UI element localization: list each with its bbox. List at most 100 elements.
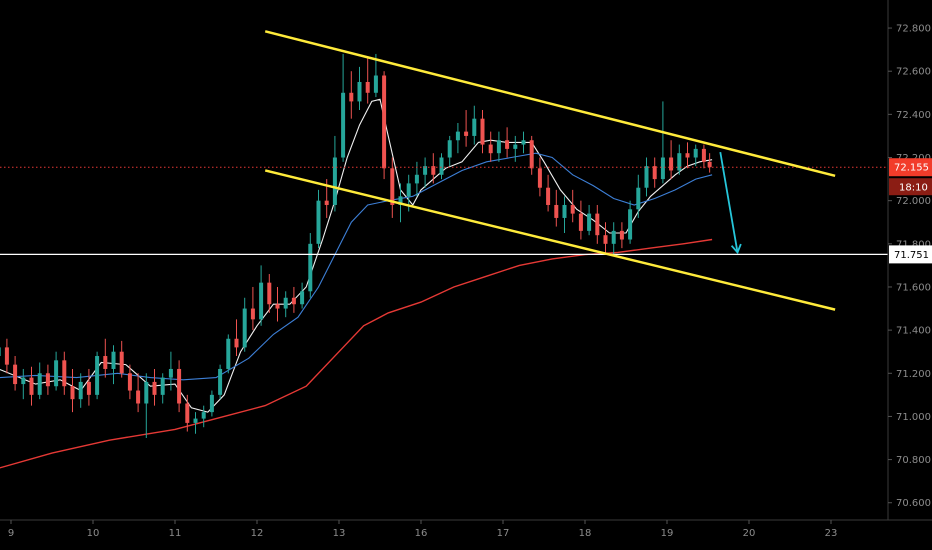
candle <box>86 368 91 406</box>
candle-body <box>439 157 444 175</box>
candle-body <box>95 356 100 395</box>
candle-body <box>218 368 223 395</box>
candle <box>21 368 26 400</box>
candle-body <box>86 381 91 395</box>
candle <box>390 157 395 218</box>
time-axis[interactable]: 9 10 11 12 13 16 17 18 19 20 23 <box>0 519 932 539</box>
channel-upper-line <box>264 30 836 178</box>
candle <box>201 405 206 428</box>
candle-body <box>455 131 460 141</box>
candle-body <box>414 174 419 184</box>
candle-body <box>537 168 542 188</box>
candle-body <box>45 373 50 387</box>
x-tick-label: 20 <box>743 528 756 539</box>
x-tick-label: 11 <box>169 528 182 539</box>
candle <box>464 110 469 147</box>
y-tick-label: 71.600 <box>896 282 931 293</box>
candle <box>45 364 50 395</box>
candle-body <box>423 166 428 175</box>
candle-body <box>447 140 452 158</box>
candle <box>226 334 231 374</box>
candle-body <box>201 412 206 419</box>
candle <box>168 351 173 391</box>
candle <box>185 394 190 432</box>
candle-body <box>4 347 9 365</box>
candle-body <box>707 161 712 168</box>
candle-body <box>127 373 132 391</box>
candle <box>234 319 239 357</box>
candle <box>562 196 567 234</box>
candle <box>513 135 518 162</box>
candle <box>357 66 362 111</box>
candle-body <box>529 140 534 169</box>
y-tick-label: 71.000 <box>896 412 931 423</box>
candle-body <box>62 360 67 387</box>
y-tick-label: 71.800 <box>896 239 931 250</box>
candle <box>316 189 321 249</box>
candle <box>660 101 665 184</box>
candle-body <box>578 213 583 231</box>
x-tick-label: 13 <box>333 528 346 539</box>
candle <box>242 297 247 352</box>
candle <box>209 390 214 417</box>
candle-body <box>193 418 198 423</box>
candle <box>488 131 493 162</box>
candle-body <box>480 118 485 145</box>
candle-body <box>562 204 567 218</box>
candle <box>431 153 436 184</box>
candle-body <box>226 338 231 369</box>
candle-body <box>332 157 337 205</box>
candle <box>587 204 592 236</box>
ma-slow-line <box>0 238 713 469</box>
x-tick-label: 17 <box>497 528 510 539</box>
candle-body <box>472 118 477 136</box>
candle <box>677 144 682 175</box>
candle-body <box>488 144 493 154</box>
candle <box>578 200 583 240</box>
candle <box>37 362 42 400</box>
candle-body <box>308 243 313 292</box>
candle <box>136 373 141 413</box>
candle <box>283 291 288 318</box>
candle <box>701 144 706 169</box>
candle <box>349 71 354 119</box>
candle-body <box>78 381 83 400</box>
candle <box>636 174 641 218</box>
chart-drawings <box>0 30 888 311</box>
candle <box>611 222 616 255</box>
candle <box>521 131 526 154</box>
candle-body <box>628 209 633 240</box>
ma-mid-line <box>0 152 713 381</box>
candle-body <box>259 282 264 320</box>
candle-body <box>316 200 321 244</box>
channel-lower-line <box>264 169 836 311</box>
candle <box>644 157 649 197</box>
candle-body <box>652 166 657 180</box>
y-tick-label: 72.000 <box>896 196 931 207</box>
candle-body <box>644 166 649 188</box>
candle-body <box>111 351 116 369</box>
candle-body <box>546 187 551 205</box>
candle-body <box>521 140 526 145</box>
candle-body <box>587 213 592 231</box>
price-tags: 72.155 18:10 71.751 <box>889 158 932 264</box>
candle-body <box>136 390 141 404</box>
candle-body <box>160 377 165 395</box>
moving-averages <box>0 98 713 469</box>
candle-body <box>611 230 616 244</box>
candle-body <box>177 368 182 404</box>
candle-body <box>554 204 559 218</box>
price-axis[interactable]: 70.600 70.800 71.000 71.200 71.400 71.600 71.8… <box>887 0 932 550</box>
candle-body <box>152 381 157 395</box>
candle-body <box>357 81 362 102</box>
candle <box>218 364 223 400</box>
current-price-value: 72.155 <box>894 163 929 174</box>
x-tick-label: 10 <box>87 528 100 539</box>
candle <box>4 338 9 374</box>
price-axis-background <box>888 0 932 550</box>
candle <box>160 373 165 404</box>
candle <box>267 274 272 313</box>
candle <box>300 282 305 309</box>
candle <box>332 135 337 212</box>
